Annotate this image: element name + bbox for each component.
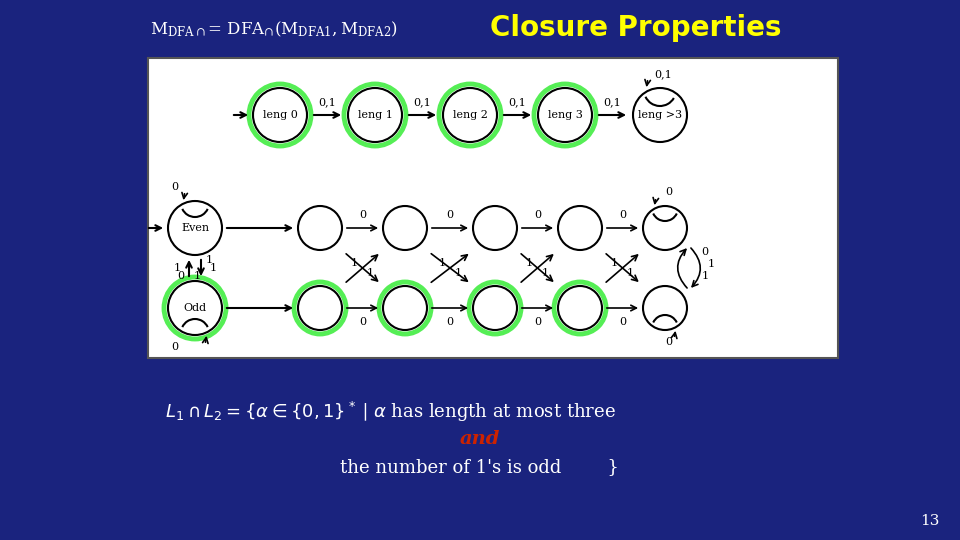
Circle shape — [348, 88, 402, 142]
Text: 0: 0 — [446, 210, 453, 220]
Circle shape — [298, 206, 342, 250]
Text: leng 2: leng 2 — [452, 110, 488, 120]
Circle shape — [643, 286, 687, 330]
Text: $L_1 \cap L_2 = \{\alpha \in \{0,1\}^* \mid \alpha$ has length at most three: $L_1 \cap L_2 = \{\alpha \in \{0,1\}^* \… — [165, 400, 616, 424]
Text: leng 3: leng 3 — [547, 110, 583, 120]
Text: 0: 0 — [534, 210, 541, 220]
Circle shape — [443, 88, 497, 142]
Text: 1: 1 — [209, 263, 217, 273]
Text: 0: 0 — [702, 247, 708, 257]
Text: 0: 0 — [359, 210, 366, 220]
Text: 0: 0 — [619, 210, 626, 220]
Text: Odd: Odd — [183, 303, 206, 313]
Text: 1: 1 — [367, 268, 374, 278]
Circle shape — [253, 88, 307, 142]
Text: 0: 0 — [172, 342, 179, 352]
Circle shape — [558, 206, 602, 250]
Text: ·: · — [237, 107, 243, 125]
Text: leng >3: leng >3 — [638, 110, 682, 120]
Text: the number of 1's is odd        }: the number of 1's is odd } — [340, 458, 619, 476]
Text: Even: Even — [180, 223, 209, 233]
Text: 1: 1 — [708, 259, 714, 269]
Text: 1: 1 — [627, 268, 634, 278]
Text: 0: 0 — [359, 317, 366, 327]
Circle shape — [383, 206, 427, 250]
Circle shape — [298, 286, 342, 330]
Text: 1: 1 — [174, 263, 180, 273]
Text: leng 1: leng 1 — [357, 110, 393, 120]
Text: 1: 1 — [351, 258, 358, 268]
Text: 1: 1 — [454, 268, 462, 278]
Text: 0,1: 0,1 — [509, 97, 526, 107]
Text: and: and — [460, 430, 500, 448]
Text: leng 0: leng 0 — [263, 110, 298, 120]
Text: 1: 1 — [439, 258, 445, 268]
Text: 0,1: 0,1 — [654, 69, 672, 79]
Text: 1: 1 — [526, 258, 533, 268]
Text: 1: 1 — [205, 255, 212, 265]
Circle shape — [558, 286, 602, 330]
Circle shape — [473, 286, 517, 330]
Circle shape — [168, 281, 222, 335]
Circle shape — [643, 206, 687, 250]
Text: 0,1: 0,1 — [604, 97, 621, 107]
Text: 13: 13 — [921, 514, 940, 528]
Text: 1: 1 — [193, 271, 201, 281]
Circle shape — [633, 88, 687, 142]
Text: 0,1: 0,1 — [319, 97, 336, 107]
Text: 0,1: 0,1 — [414, 97, 431, 107]
Text: 0: 0 — [665, 337, 673, 347]
Text: $\mathregular{M_{DFA\cap}}$= $\mathregular{DFA_{\cap}(M_{DFA1},M_{DFA2})}$: $\mathregular{M_{DFA\cap}}$= $\mathregul… — [150, 18, 398, 37]
Circle shape — [473, 206, 517, 250]
Text: 0: 0 — [178, 271, 184, 281]
Text: 1: 1 — [611, 258, 618, 268]
Text: 0: 0 — [665, 187, 673, 197]
Text: 0: 0 — [172, 182, 179, 192]
Circle shape — [383, 286, 427, 330]
Text: 0: 0 — [534, 317, 541, 327]
Text: 1: 1 — [542, 268, 549, 278]
Text: 0: 0 — [446, 317, 453, 327]
Text: 1: 1 — [702, 271, 708, 281]
Circle shape — [168, 201, 222, 255]
Text: 0: 0 — [619, 317, 626, 327]
Text: Closure Properties: Closure Properties — [490, 14, 781, 42]
Bar — [148, 58, 838, 358]
Circle shape — [538, 88, 592, 142]
